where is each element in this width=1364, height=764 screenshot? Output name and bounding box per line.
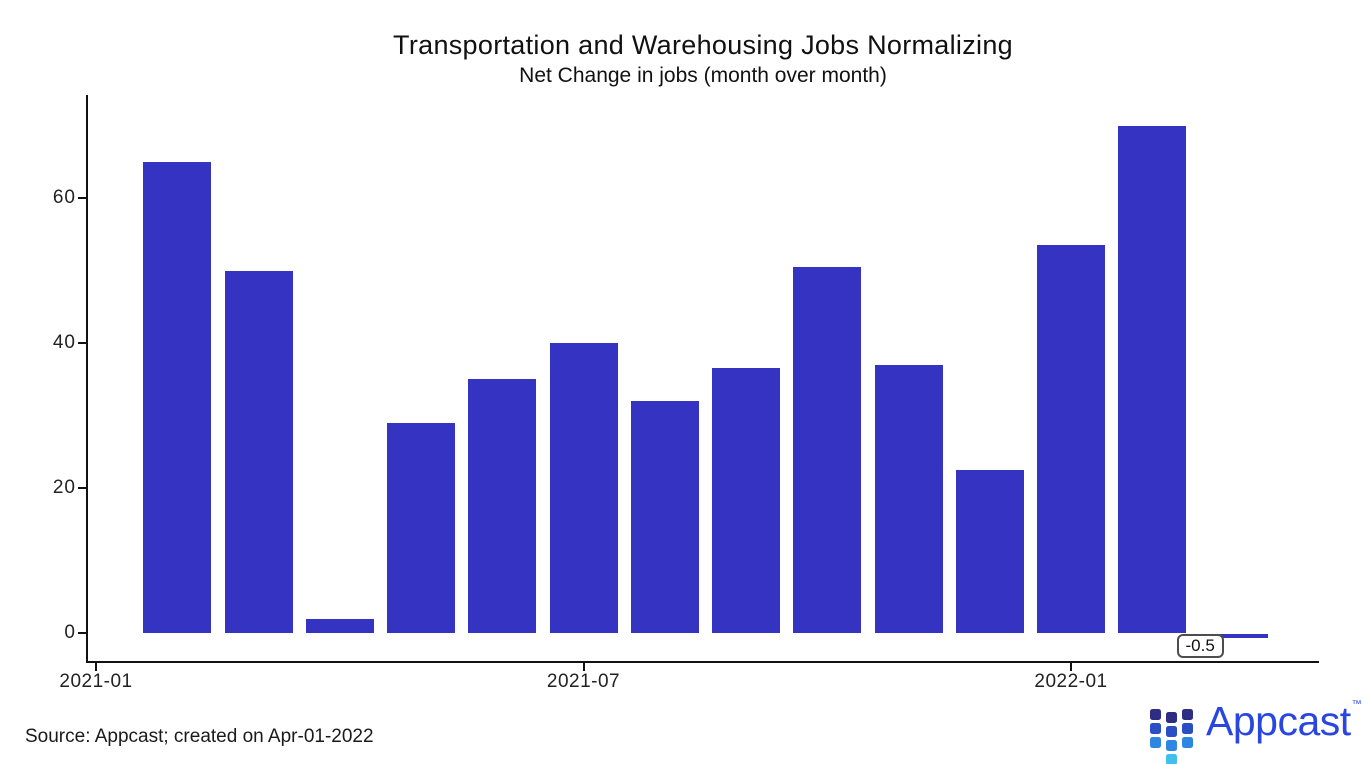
x-tick-mark-2021-07 (582, 663, 585, 671)
appcast-wordmark: Appcast™ (1206, 698, 1362, 744)
logo-square-icon (1182, 709, 1193, 720)
bar-2021-03 (224, 270, 293, 633)
bar-2021-07 (549, 343, 618, 633)
y-tick-mark-40 (78, 342, 86, 344)
bar-2021-05 (387, 422, 455, 633)
y-tick-label-60: 60 (52, 187, 76, 208)
appcast-logo-mark-icon (1150, 706, 1196, 764)
x-axis-line (86, 661, 1319, 663)
x-tick-mark-2021-01 (95, 663, 97, 671)
bar-2021-08 (630, 401, 699, 633)
x-tick-label-2021-01: 2021-01 (59, 671, 133, 692)
logo-square-icon (1166, 726, 1177, 737)
y-tick-label-0: 0 (64, 622, 76, 643)
bar-2021-09 (712, 368, 780, 633)
bar-2022-02 (1118, 125, 1187, 633)
logo-square-icon (1182, 737, 1193, 748)
source-caption: Source: Appcast; created on Apr-01-2022 (25, 726, 374, 747)
bar-2021-10 (793, 266, 862, 633)
x-tick-mark-2022-01 (1070, 663, 1072, 671)
y-tick-label-40: 40 (52, 332, 76, 353)
x-tick-label-2021-07: 2021-07 (546, 671, 621, 692)
logo-square-icon (1166, 712, 1177, 723)
y-tick-mark-20 (78, 487, 86, 489)
y-axis-line (86, 95, 88, 663)
logo-square-icon (1150, 723, 1161, 734)
bar-2021-11 (874, 364, 943, 633)
bar-2022-03 (1199, 634, 1268, 638)
logo-square-icon (1166, 740, 1177, 751)
bar-2022-01 (1037, 245, 1105, 633)
bar-2021-06 (468, 379, 537, 633)
appcast-logo: Appcast™ (1150, 698, 1362, 764)
bar-2021-04 (305, 618, 374, 633)
bar-2021-12 (955, 469, 1024, 633)
y-tick-mark-60 (78, 197, 86, 199)
y-tick-label-20: 20 (52, 477, 76, 498)
logo-square-icon (1150, 737, 1161, 748)
bar-value-annotation: -0.5 (1176, 634, 1224, 658)
logo-square-icon (1150, 709, 1161, 720)
y-tick-mark-0 (78, 632, 86, 634)
bar-2021-02 (143, 161, 212, 633)
x-tick-label-2022-01: 2022-01 (1034, 671, 1108, 692)
logo-square-icon (1182, 723, 1193, 734)
chart-subtitle: Net Change in jobs (month over month) (519, 64, 887, 87)
logo-square-icon (1166, 754, 1177, 764)
trademark-symbol: ™ (1351, 699, 1362, 710)
chart-title: Transportation and Warehousing Jobs Norm… (393, 30, 1013, 60)
